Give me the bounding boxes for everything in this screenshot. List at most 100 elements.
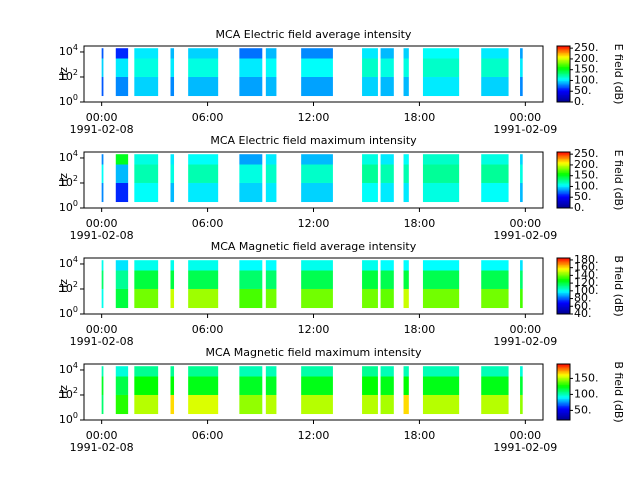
spectrogram-cell <box>265 376 277 395</box>
colorbar-swatch <box>557 83 570 86</box>
spectrogram-cell <box>101 270 104 289</box>
colorbar-swatch <box>557 76 570 79</box>
colorbar-swatch <box>557 390 570 393</box>
spectrogram-cell <box>520 76 523 97</box>
colorbar-swatch <box>557 276 570 279</box>
spectrogram-cell <box>403 58 409 77</box>
spectrogram-cell <box>380 48 394 59</box>
spectrogram-cell <box>422 164 460 183</box>
colorbar-swatch <box>557 163 570 166</box>
spectrogram-cell <box>239 260 263 271</box>
colorbar-swatch <box>557 378 570 380</box>
spectrogram-cell <box>520 58 523 77</box>
spectrogram-cell <box>380 76 394 97</box>
spectrogram-cell <box>380 58 394 77</box>
spectrogram-cell <box>520 376 523 395</box>
panel-title: MCA Magnetic field average intensity <box>211 240 417 253</box>
spectrogram-cell <box>520 154 523 165</box>
spectrogram-cell <box>301 376 333 395</box>
colorbar-swatch <box>557 72 570 75</box>
y-tick-label: 102 <box>59 385 78 401</box>
spectrogram-cell <box>101 164 104 183</box>
colorbar-swatch <box>557 60 570 62</box>
colorbar-frame <box>556 45 571 103</box>
colorbar-swatch <box>557 170 570 173</box>
spectrogram-cell <box>403 288 409 309</box>
colorbar-swatch <box>557 375 570 378</box>
y-axis-label: Hz <box>57 67 70 81</box>
spectrogram-cell <box>520 164 523 183</box>
spectrogram-cell <box>239 394 263 415</box>
x-date-label: 1991-02-09 <box>493 335 557 348</box>
spectrogram-cell <box>115 366 129 377</box>
spectrogram-cell <box>115 394 129 415</box>
colorbar-tick-label: 40. <box>574 307 592 320</box>
colorbar-tick-label: 80. <box>574 292 592 305</box>
spectrogram-cell <box>134 182 159 203</box>
spectrogram-cell <box>422 288 460 309</box>
colorbar-swatch <box>557 174 570 177</box>
colorbar-swatch <box>557 93 570 96</box>
x-tick-label: 00:00 <box>86 217 118 230</box>
spectrogram-cell <box>188 376 219 395</box>
colorbar-swatch <box>557 185 570 188</box>
spectrogram-cell <box>134 58 159 77</box>
spectrogram-cell <box>380 376 394 395</box>
y-axis-label: Hz <box>57 173 70 187</box>
spectrogram-cell <box>101 58 104 77</box>
spectrogram-cell <box>403 164 409 183</box>
spectrogram-cell <box>362 288 378 309</box>
colorbar-tick-label: 120. <box>574 276 599 289</box>
colorbar-swatch <box>557 302 570 305</box>
panel-title: MCA Electric field maximum intensity <box>210 134 417 147</box>
spectrogram-cell <box>380 288 394 309</box>
spectrogram-cell <box>115 58 129 77</box>
colorbar-frame <box>556 151 571 209</box>
colorbar-swatch <box>557 281 570 284</box>
spectrogram-cell <box>115 182 129 203</box>
colorbar-swatch <box>557 385 570 387</box>
spectrogram-cell <box>134 270 159 289</box>
spectrogram-cell <box>520 260 523 271</box>
y-tick-label: 102 <box>59 279 78 295</box>
spectrogram-cell <box>403 76 409 97</box>
spectrogram-cell <box>170 288 175 309</box>
x-date-label: 1991-02-09 <box>493 441 557 454</box>
colorbar-swatch <box>557 164 570 167</box>
spectrogram-cell <box>170 376 175 395</box>
spectrogram-cell <box>380 394 394 415</box>
spectrogram-cell <box>403 394 409 415</box>
colorbar-swatch <box>557 301 570 304</box>
colorbar-swatch <box>557 295 570 298</box>
spectrogram-cell <box>134 48 159 59</box>
colorbar-swatch <box>557 386 570 389</box>
colorbar-swatch <box>557 280 570 283</box>
colorbar-tick-label: 140. <box>574 268 599 281</box>
spectrogram-cell <box>188 76 219 97</box>
colorbar-swatch <box>557 404 570 407</box>
colorbar-swatch <box>557 365 570 368</box>
colorbar-swatch <box>557 86 570 89</box>
x-date-label: 1991-02-08 <box>70 229 134 242</box>
spectrogram-cell <box>188 48 219 59</box>
spectrogram-cell <box>265 76 277 97</box>
colorbar-swatch <box>557 417 570 420</box>
spectrogram-cell <box>520 182 523 203</box>
colorbar-swatch <box>557 180 570 182</box>
y-tick-label: 104 <box>59 254 78 270</box>
colorbar-swatch <box>557 411 570 414</box>
colorbar-swatch <box>557 61 570 64</box>
colorbar-swatch <box>557 75 570 78</box>
colorbar-swatch <box>557 290 570 293</box>
x-tick-label: 00:00 <box>509 217 541 230</box>
colorbar-swatch <box>557 392 570 394</box>
colorbar-swatch <box>557 383 570 386</box>
colorbar-swatch <box>557 364 570 366</box>
spectrogram-cell <box>170 182 175 203</box>
spectrogram-cell <box>481 366 509 377</box>
spectrogram-cell <box>265 58 277 77</box>
spectrogram-cell <box>422 58 460 77</box>
colorbar-swatch <box>557 380 570 383</box>
colorbar-tick-label: 250. <box>574 41 599 54</box>
